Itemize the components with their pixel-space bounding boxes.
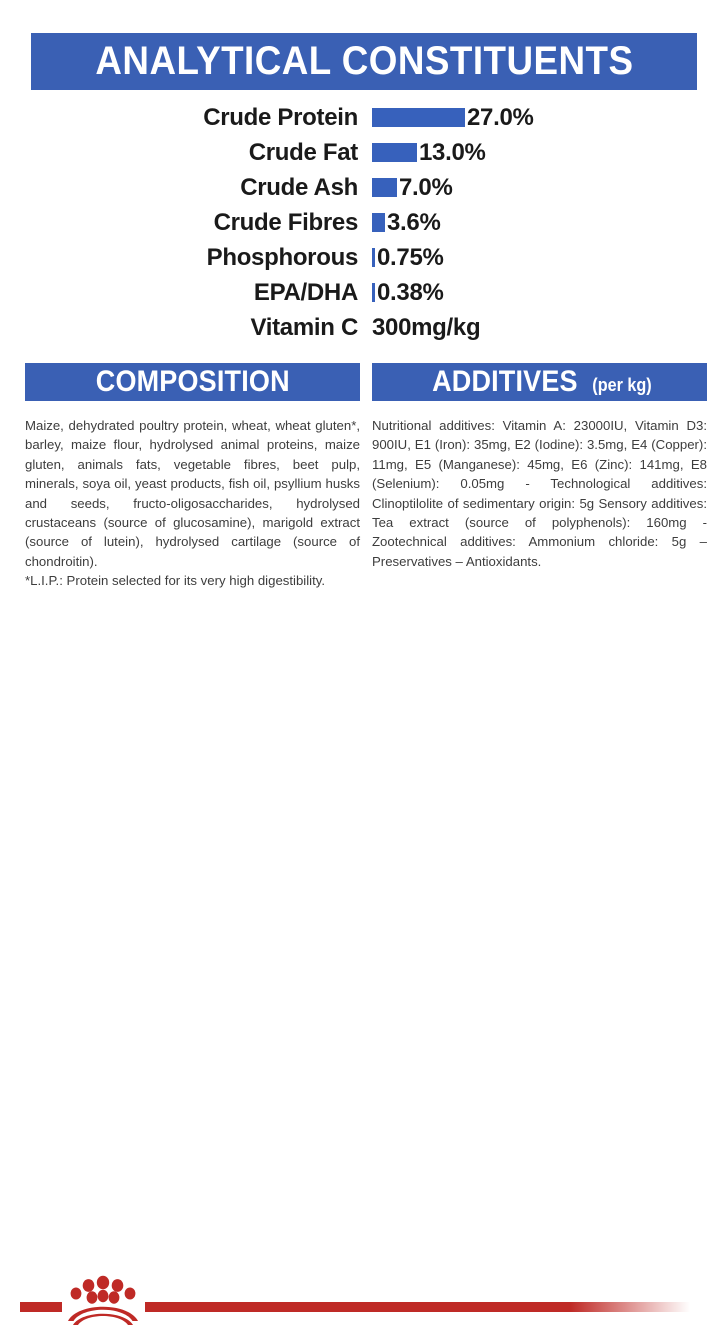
constituent-label: Crude Fibres — [213, 208, 359, 236]
constituent-label: Phosphorous — [206, 243, 359, 271]
constituent-value: 0.38% — [377, 278, 444, 306]
constituent-bar-wrapper: 7.0% — [358, 174, 453, 202]
composition-footnote: *L.I.P.: Protein selected for its very h… — [25, 573, 326, 589]
page-title: ANALYTICAL CONSTITUENTS — [94, 39, 634, 83]
constituent-row: Crude Fat 13.0% — [0, 135, 720, 170]
constituent-label: Crude Fat — [248, 138, 359, 166]
constituent-label: Vitamin C — [250, 313, 358, 341]
composition-heading: COMPOSITION — [95, 365, 290, 398]
analytical-constituents-chart: Crude Protein 27.0% Crude Fat 13.0% Crude As… — [0, 100, 720, 345]
constituent-bar-wrapper: 3.6% — [358, 209, 441, 237]
composition-body: Maize, dehydrated poultry protein, wheat… — [25, 418, 360, 569]
constituent-bar — [372, 143, 417, 162]
additives-body: Nutritional additives: Vitamin A: 23000I… — [372, 418, 707, 569]
footer — [0, 620, 720, 1325]
constituent-bar — [372, 248, 375, 267]
additives-heading: ADDITIVES — [431, 365, 578, 398]
constituent-row: Vitamin C 300mg/kg — [0, 310, 720, 345]
constituent-bar-wrapper: 13.0% — [358, 139, 486, 167]
constituent-value: 13.0% — [419, 138, 486, 166]
constituent-row: Crude Fibres 3.6% — [0, 205, 720, 240]
constituent-value: 300mg/kg — [372, 313, 481, 341]
footer-rule-left — [20, 1302, 62, 1312]
constituent-label: Crude Ash — [240, 173, 358, 201]
constituent-value: 3.6% — [387, 208, 441, 236]
constituent-value: 7.0% — [399, 173, 453, 201]
constituent-bar-wrapper: 27.0% — [358, 104, 534, 132]
constituent-label: Crude Protein — [203, 103, 358, 131]
composition-text-column: Maize, dehydrated poultry protein, wheat… — [25, 416, 360, 591]
constituent-row: Phosphorous 0.75% — [0, 240, 720, 275]
composition-banner: COMPOSITION — [25, 363, 360, 401]
constituent-bar-wrapper: 0.75% — [358, 244, 444, 272]
royal-canin-crown-icon — [68, 1275, 138, 1325]
constituent-row: Crude Protein 27.0% — [0, 100, 720, 135]
constituent-value: 27.0% — [467, 103, 534, 131]
constituent-bar-wrapper: 300mg/kg — [358, 313, 481, 342]
constituent-bar-wrapper: 0.38% — [358, 279, 444, 307]
constituent-row: Crude Ash 7.0% — [0, 170, 720, 205]
additives-heading-suffix: (per kg) — [592, 375, 653, 395]
constituent-row: EPA/DHA 0.38% — [0, 275, 720, 310]
additives-text-column: Nutritional additives: Vitamin A: 23000I… — [372, 416, 707, 571]
constituent-bar — [372, 108, 465, 127]
constituent-bar — [372, 213, 385, 232]
constituent-label: EPA/DHA — [253, 278, 358, 306]
constituent-bar — [372, 178, 397, 197]
footer-rule-right — [145, 1302, 690, 1312]
constituent-value: 0.75% — [377, 243, 444, 271]
analytical-constituents-banner: ANALYTICAL CONSTITUENTS — [31, 33, 697, 90]
additives-banner: ADDITIVES (per kg) — [372, 363, 707, 401]
constituent-bar — [372, 283, 375, 302]
